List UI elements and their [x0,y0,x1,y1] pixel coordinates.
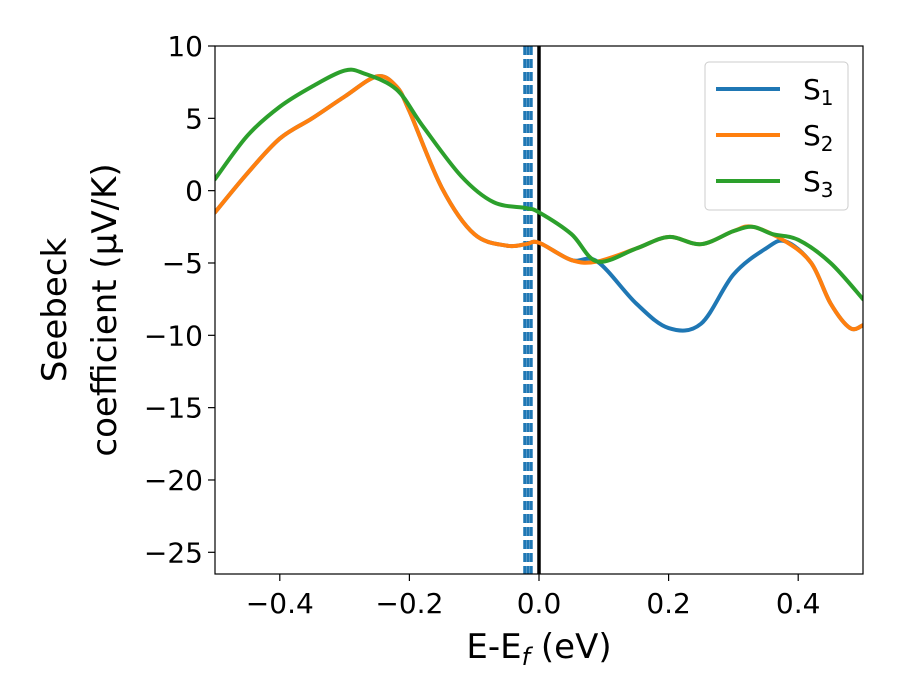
y-axis-label: Seebeck coefficient (μV/K) [35,163,125,456]
x-tick-label: 0.0 [517,587,562,620]
y-axis-label-line1: Seebeck [35,238,75,383]
x-tick-label: −0.2 [375,587,443,620]
y-tick-label: 10 [167,30,203,63]
y-axis-label-line2: coefficient (μV/K) [85,163,125,456]
legend-label-s1: S1 [803,73,834,110]
y-tick-label: 0 [185,175,203,208]
series-line-s2 [215,74,863,332]
x-axis-ticks: −0.4 −0.2 0.0 0.2 0.4 [246,574,821,620]
y-tick-label: 5 [185,102,203,135]
x-axis-label-main: E-E [466,627,521,667]
y-tick-label: −25 [144,536,203,569]
legend: S1 S2 S3 [704,61,849,211]
x-tick-label: 0.2 [646,587,691,620]
x-tick-label: −0.4 [246,587,314,620]
x-axis-label: E-Ef (eV) [466,627,611,671]
reference-lines [523,46,541,574]
y-tick-label: −10 [144,319,203,352]
legend-label-s2: S2 [803,119,834,156]
y-tick-label: −20 [144,464,203,497]
y-tick-label: −15 [144,392,203,425]
y-axis-ticks: 10 5 0 −5 −10 −15 −20 −25 [144,30,215,569]
y-tick-label: −5 [162,247,203,280]
series-line-s3 [215,67,863,302]
series-group [215,67,863,333]
x-axis-label-suffix: (eV) [530,627,612,667]
x-tick-label: 0.4 [776,587,821,620]
legend-label-s3: S3 [803,165,834,202]
